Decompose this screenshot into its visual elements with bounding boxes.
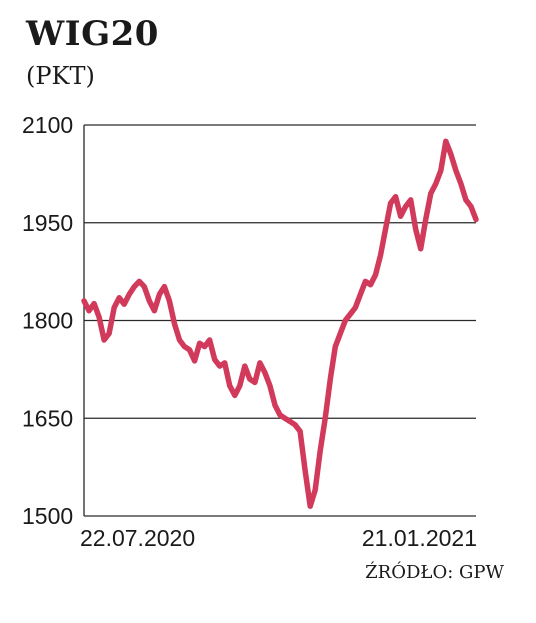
y-tick-label: 1500 bbox=[22, 503, 73, 529]
y-tick-label: 2100 bbox=[22, 112, 73, 138]
y-tick-label: 1650 bbox=[22, 405, 73, 431]
chart-subtitle: (PKT) bbox=[26, 62, 95, 90]
wig20-series-line bbox=[81, 138, 479, 509]
x-tick-label-start: 22.07.2020 bbox=[80, 525, 195, 551]
x-tick-label-end: 21.01.2021 bbox=[362, 525, 477, 551]
y-tick-label: 1800 bbox=[22, 308, 73, 334]
y-tick-label: 1950 bbox=[22, 210, 73, 236]
chart-title: WIG20 bbox=[26, 14, 159, 54]
source-note: ŹRÓDŁO: GPW bbox=[365, 562, 504, 583]
